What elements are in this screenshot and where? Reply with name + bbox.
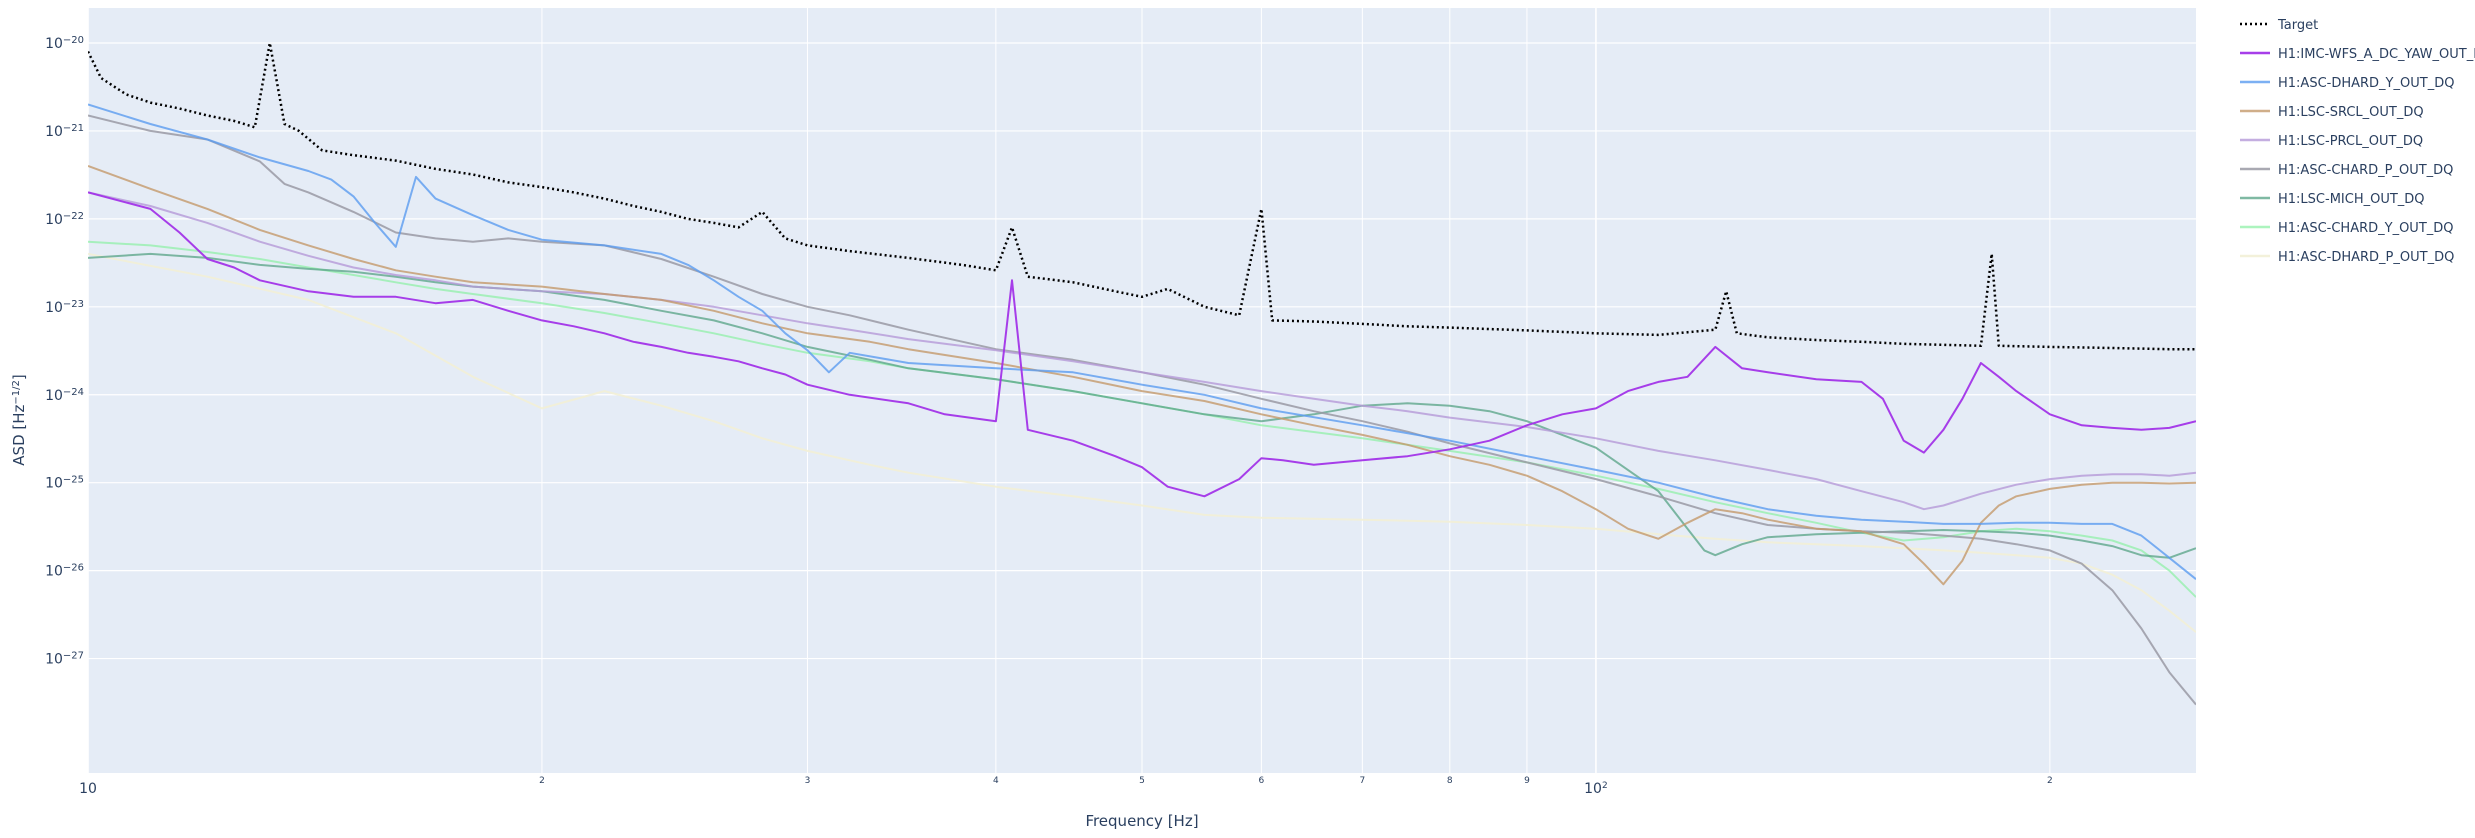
legend-item-h1-lsc-srcl-out-dq[interactable]: H1:LSC-SRCL_OUT_DQ bbox=[2240, 105, 2424, 120]
series-line-h1-lsc-srcl-out-dq[interactable] bbox=[88, 164, 2196, 586]
legend-item-h1-asc-chard-p-out-dq[interactable]: H1:ASC-CHARD_P_OUT_DQ bbox=[2240, 163, 2453, 178]
legend-label: Target bbox=[2277, 18, 2318, 33]
legend-item-h1-asc-chard-y-out-dq[interactable]: H1:ASC-CHARD_Y_OUT_DQ bbox=[2240, 221, 2454, 236]
y-tick-exponent: −23 bbox=[63, 298, 84, 309]
series-line-h1-asc-dhard-p-out-dq[interactable] bbox=[88, 252, 2196, 633]
legend-item-h1-lsc-mich-out-dq[interactable]: H1:LSC-MICH_OUT_DQ bbox=[2240, 192, 2425, 207]
y-tick-exponent: −26 bbox=[63, 562, 84, 573]
legend-item-h1-imc-wfs-a-dc-yaw-out-dq[interactable]: H1:IMC-WFS_A_DC_YAW_OUT_DQ bbox=[2240, 47, 2475, 62]
x-minor-tick-label: 7 bbox=[1359, 776, 1365, 786]
y-axis-title: ASD [Hz−1/2] bbox=[10, 374, 28, 465]
series-line-target[interactable] bbox=[88, 41, 2196, 351]
legend-item-h1-asc-dhard-y-out-dq[interactable]: H1:ASC-DHARD_Y_OUT_DQ bbox=[2240, 76, 2454, 91]
y-tick-exponent: −27 bbox=[63, 650, 84, 661]
x-major-tick-label: 102 bbox=[1584, 781, 1608, 797]
legend-label: H1:ASC-CHARD_P_OUT_DQ bbox=[2278, 163, 2453, 178]
y-tick-exponent: −25 bbox=[63, 474, 84, 485]
x-major-tick-exponent: 2 bbox=[1602, 781, 1608, 791]
x-major-tick-label: 10 bbox=[79, 781, 97, 797]
y-axis-title-close: ] bbox=[10, 374, 28, 380]
x-minor-tick-label: 2 bbox=[539, 776, 545, 786]
y-tick-exponent: −24 bbox=[63, 386, 84, 397]
x-minor-tick-label: 2 bbox=[2047, 776, 2053, 786]
legend-item-h1-asc-dhard-p-out-dq[interactable]: H1:ASC-DHARD_P_OUT_DQ bbox=[2240, 250, 2454, 265]
legend-label: H1:IMC-WFS_A_DC_YAW_OUT_DQ bbox=[2278, 47, 2475, 62]
legend-label: H1:ASC-DHARD_P_OUT_DQ bbox=[2278, 250, 2454, 265]
x-minor-tick-label: 6 bbox=[1259, 776, 1265, 786]
x-minor-tick-label: 3 bbox=[805, 776, 811, 786]
y-tick-exponent: −21 bbox=[63, 122, 84, 133]
legend-label: H1:ASC-CHARD_Y_OUT_DQ bbox=[2278, 221, 2454, 236]
legend-label: H1:LSC-PRCL_OUT_DQ bbox=[2278, 134, 2423, 149]
legend-label: H1:ASC-DHARD_Y_OUT_DQ bbox=[2278, 76, 2454, 91]
legend-item-target[interactable]: Target bbox=[2240, 18, 2318, 33]
x-minor-tick-label: 5 bbox=[1139, 776, 1145, 786]
legend-item-h1-lsc-prcl-out-dq[interactable]: H1:LSC-PRCL_OUT_DQ bbox=[2240, 134, 2423, 149]
legend-label: H1:LSC-MICH_OUT_DQ bbox=[2278, 192, 2425, 207]
x-minor-tick-label: 8 bbox=[1447, 776, 1453, 786]
y-axis-title-exponent: −1/2 bbox=[11, 380, 22, 404]
series-line-h1-imc-wfs-a-dc-yaw-out-dq[interactable] bbox=[88, 191, 2196, 498]
series-group bbox=[88, 41, 2196, 706]
x-axis-title: Frequency [Hz] bbox=[1085, 812, 1198, 830]
x-minor-tick-label: 4 bbox=[993, 776, 999, 786]
y-axis-title-main: ASD [Hz bbox=[10, 404, 28, 465]
x-minor-tick-label: 9 bbox=[1524, 776, 1530, 786]
series-line-h1-lsc-prcl-out-dq[interactable] bbox=[88, 191, 2196, 511]
legend[interactable]: Target H1:IMC-WFS_A_DC_YAW_OUT_DQ H1:ASC-D… bbox=[2240, 18, 2475, 265]
series-line-h1-asc-dhard-y-out-dq[interactable] bbox=[88, 103, 2196, 580]
y-tick-exponent: −22 bbox=[63, 210, 84, 221]
legend-label: H1:LSC-SRCL_OUT_DQ bbox=[2278, 105, 2424, 120]
series-line-h1-asc-chard-p-out-dq[interactable] bbox=[88, 114, 2196, 706]
plot-area[interactable] bbox=[87, 8, 2196, 773]
y-tick-exponent: −20 bbox=[63, 34, 84, 45]
